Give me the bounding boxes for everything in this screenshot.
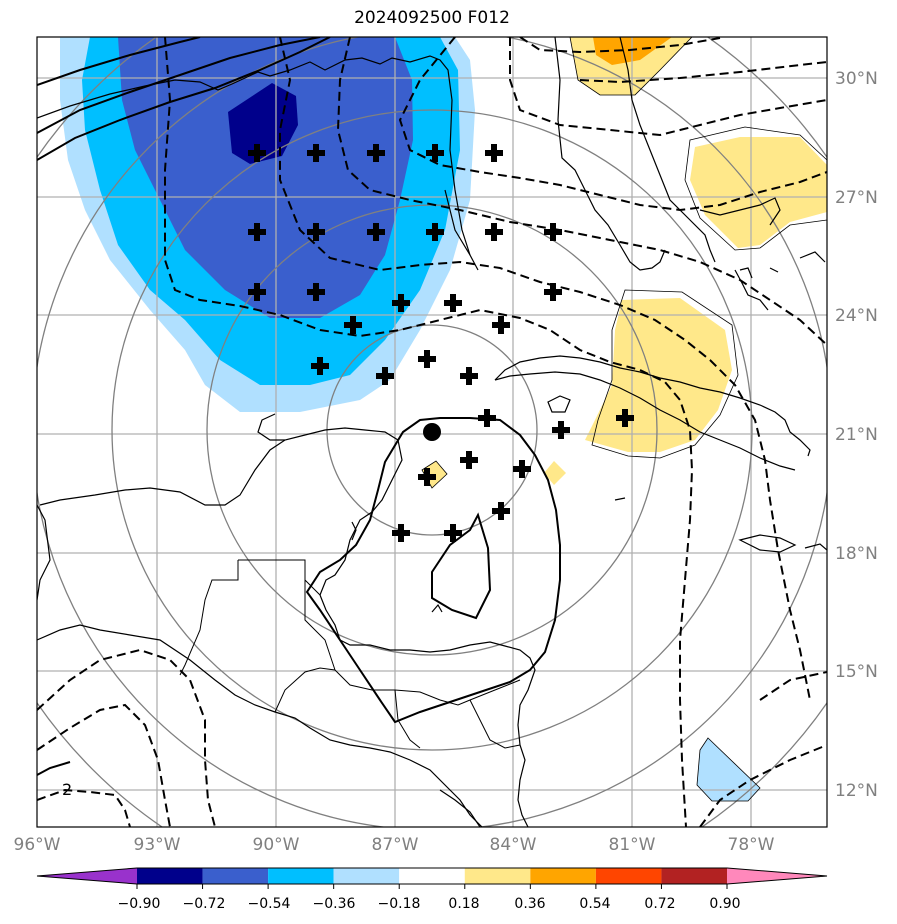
plus-marker (552, 421, 570, 439)
colorbar-segment (333, 868, 400, 884)
plus-marker (544, 223, 562, 241)
graticule (37, 37, 827, 827)
lon-label: 84°W (490, 835, 537, 855)
colorbar-tick-label: −0.36 (313, 896, 356, 912)
plus-marker (485, 144, 503, 162)
plus-marker (460, 451, 478, 469)
plus-marker (544, 283, 562, 301)
plus-marker (392, 524, 410, 542)
colorbar-segment (464, 868, 531, 884)
colorbar-segment (595, 868, 662, 884)
plus-marker (418, 468, 436, 486)
colorbar-segment (268, 868, 334, 884)
plus-marker (418, 350, 436, 368)
shade-pos-036-small2 (544, 461, 566, 485)
lat-label: 12°N (835, 781, 878, 801)
colorbar-segment (202, 868, 269, 884)
lon-label: 96°W (14, 835, 61, 855)
plus-marker (307, 223, 325, 241)
coastlines (37, 37, 827, 827)
pos-outlines (421, 37, 827, 802)
plus-marker (492, 316, 510, 334)
plus-marker (248, 223, 266, 241)
borders (179, 559, 521, 749)
plus-marker (444, 294, 462, 312)
lat-label: 30°N (835, 69, 878, 89)
plus-marker (307, 144, 325, 162)
colorbar-tick-label: −0.72 (183, 896, 226, 912)
lon-label: 87°W (372, 835, 419, 855)
plus-marker (392, 294, 410, 312)
colorbar-labels: −0.90 −0.72 −0.54 −0.36 −0.18 0.18 0.36 … (118, 896, 741, 912)
lat-label: 27°N (835, 188, 878, 208)
plus-marker (344, 316, 362, 334)
lon-label: 81°W (609, 835, 656, 855)
contour-label: 2 (62, 780, 72, 799)
plus-marker (367, 223, 385, 241)
colorbar-tick-label: 0.72 (644, 896, 675, 912)
grid-markers (248, 144, 634, 542)
shade-neg-072 (228, 83, 298, 164)
plus-marker (311, 357, 329, 375)
plus-marker (426, 144, 444, 162)
plus-marker (444, 524, 462, 542)
plus-marker (376, 367, 394, 385)
plus-marker (367, 144, 385, 162)
lat-labels: 30°N 27°N 24°N 21°N 18°N 15°N 12°N (835, 69, 878, 801)
lon-labels: 96°W 93°W 90°W 87°W 84°W 81°W 78°W (14, 835, 775, 855)
colorbar-extend-min (37, 868, 137, 884)
map-title: 2024092500 F012 (354, 8, 510, 28)
plus-marker (307, 283, 325, 301)
lon-label: 93°W (134, 835, 181, 855)
center-marker (423, 423, 441, 441)
plus-marker (616, 409, 634, 427)
solid-contours (37, 37, 561, 776)
colorbar-segment (399, 868, 465, 884)
plus-marker (513, 460, 531, 478)
lat-label: 21°N (835, 425, 878, 445)
colorbar-extend-max (727, 868, 827, 884)
plus-marker (485, 223, 503, 241)
plus-marker (492, 502, 510, 520)
plus-marker (248, 283, 266, 301)
dashed-contours (37, 37, 827, 827)
lat-label: 24°N (835, 306, 878, 326)
colorbar-tick-label: 0.18 (448, 896, 479, 912)
colorbar-tick-label: −0.54 (248, 896, 291, 912)
colorbar-tick-label: 0.54 (579, 896, 610, 912)
colorbar-tick-label: −0.90 (118, 896, 161, 912)
lat-label: 15°N (835, 662, 878, 682)
colorbar-tick-label: 0.36 (514, 896, 545, 912)
colorbar-segment (137, 868, 203, 884)
plus-marker (460, 367, 478, 385)
lon-label: 90°W (253, 835, 300, 855)
colorbar-tick-label: −0.18 (378, 896, 421, 912)
shade-neg-ne (697, 738, 760, 801)
lat-label: 18°N (835, 544, 878, 564)
colorbar-segment (661, 868, 727, 884)
plus-marker (426, 223, 444, 241)
map-frame (36, 36, 828, 828)
lon-label: 78°W (728, 835, 775, 855)
colorbar-segment (530, 868, 596, 884)
plus-marker (248, 144, 266, 162)
colorbar-tick-label: 0.90 (709, 896, 740, 912)
shade-pos-036-cuba (585, 298, 732, 452)
colorbar (36, 867, 828, 889)
plus-marker (478, 409, 496, 427)
